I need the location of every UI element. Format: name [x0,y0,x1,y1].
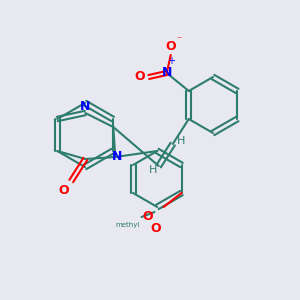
Text: O: O [142,211,153,224]
Text: O: O [134,70,145,83]
Text: O: O [58,184,69,196]
Text: methyl: methyl [115,222,140,228]
Text: ⁻: ⁻ [176,35,181,45]
Text: O: O [165,40,176,52]
Text: N: N [162,67,172,80]
Text: +: + [167,56,175,66]
Text: H: H [148,165,157,175]
Text: N: N [112,151,122,164]
Text: O: O [150,223,161,236]
Text: H: H [177,136,185,146]
Text: N: N [80,100,91,113]
